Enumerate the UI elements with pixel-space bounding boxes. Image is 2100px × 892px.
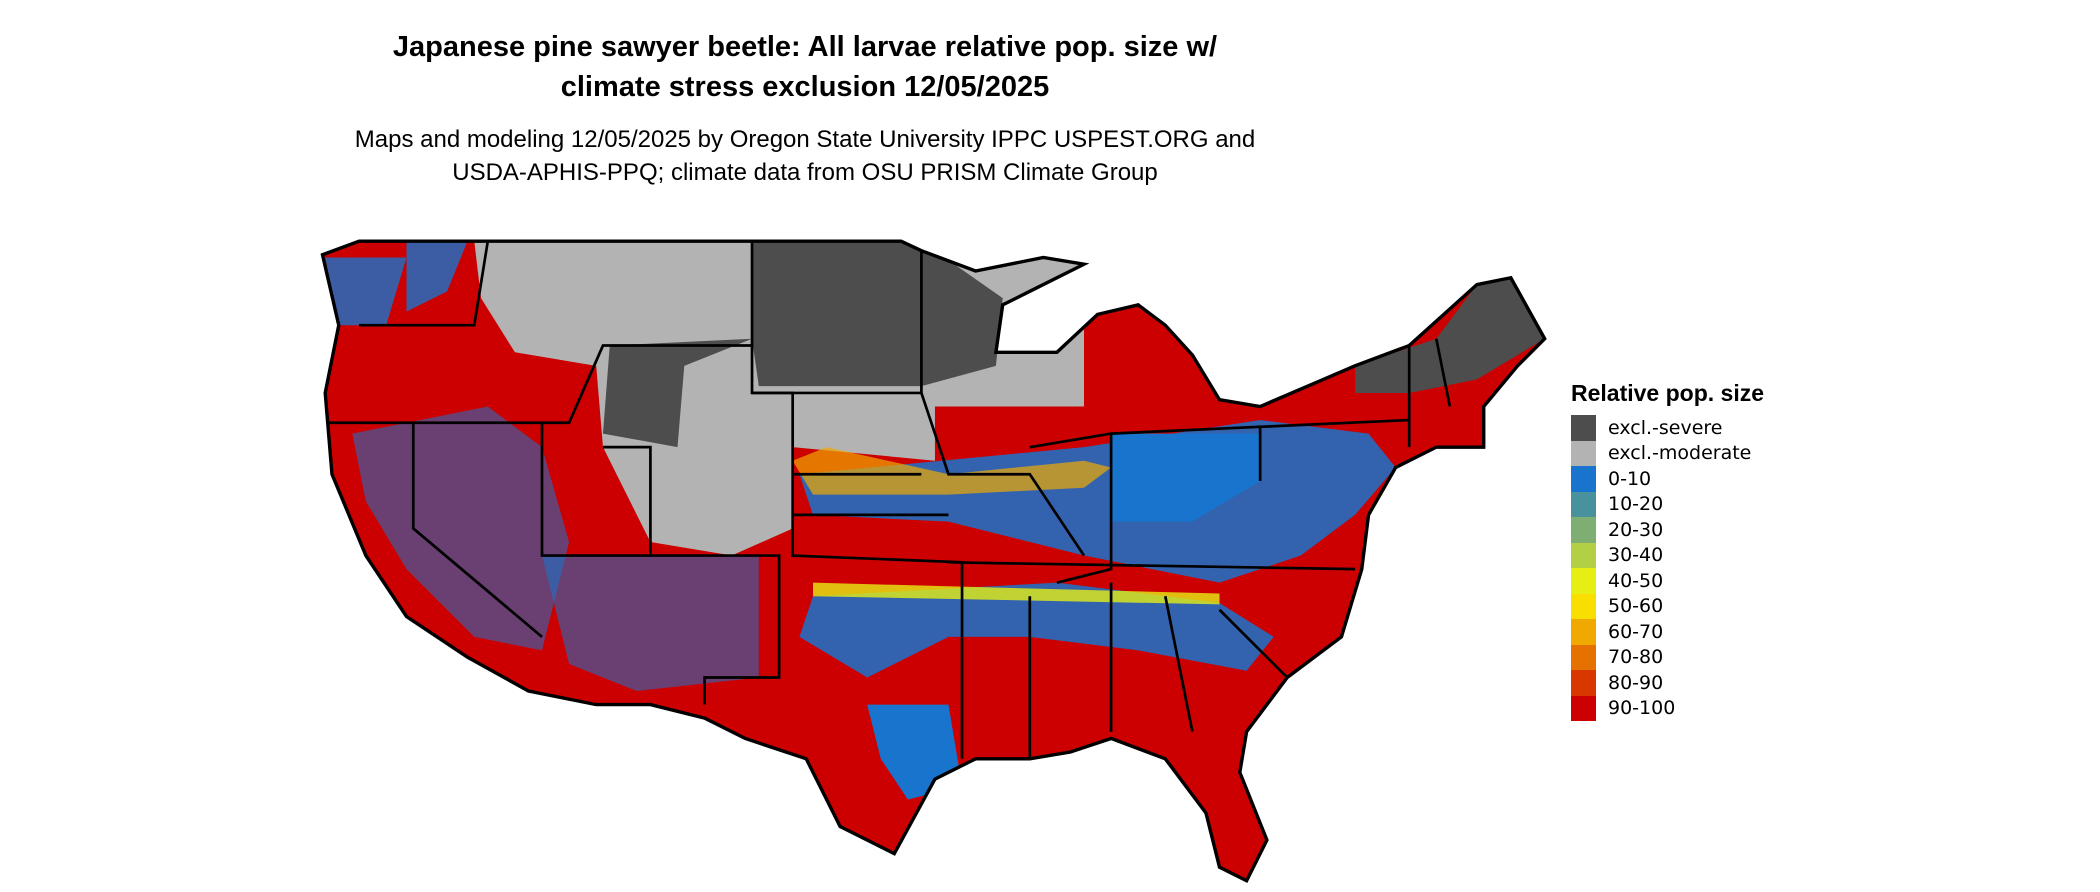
legend-label: excl.-moderate xyxy=(1608,442,1752,465)
legend: Relative pop. size excl.-severe excl.-mod… xyxy=(1571,380,1764,721)
state-borders xyxy=(325,241,1452,759)
excl-severe-zone xyxy=(602,241,1003,448)
map-title-line-2: climate stress exclusion 12/05/2025 xyxy=(560,71,1050,103)
legend-swatch xyxy=(1571,568,1596,594)
legend-swatch xyxy=(1571,491,1596,517)
legend-label: 70-80 xyxy=(1608,646,1664,669)
legend-item: excl.-severe xyxy=(1571,415,1764,441)
legend-swatch xyxy=(1571,593,1596,619)
legend-item: 20-30 xyxy=(1571,517,1764,543)
legend-title: Relative pop. size xyxy=(1571,380,1765,406)
legend-item: 40-50 xyxy=(1571,568,1764,594)
legend-item: 30-40 xyxy=(1571,542,1764,568)
range-0-10-south-band xyxy=(799,582,1274,678)
legend-item: 60-70 xyxy=(1571,619,1764,645)
legend-label: 90-100 xyxy=(1608,697,1676,720)
legend-item: 10-20 xyxy=(1571,491,1764,517)
range-0-10-west xyxy=(352,406,570,651)
legend-item: 80-90 xyxy=(1571,670,1764,696)
range-0-10-ohio-indiana xyxy=(1111,433,1261,522)
legend-swatch xyxy=(1571,440,1596,466)
legend-label: excl.-severe xyxy=(1608,416,1723,439)
legend-swatch xyxy=(1571,695,1596,721)
legend-label: 0-10 xyxy=(1608,467,1652,490)
legend-label: 10-20 xyxy=(1608,493,1664,516)
range-0-10-southwest xyxy=(542,555,759,692)
subtitle-line-2: USDA-APHIS-PPQ; climate data from OSU PR… xyxy=(452,159,1158,186)
range-60-70-edge xyxy=(792,447,1112,495)
legend-item: 50-60 xyxy=(1571,593,1764,619)
legend-swatch xyxy=(1571,619,1596,645)
legend-swatch xyxy=(1571,466,1596,492)
legend-item: 90-100 xyxy=(1571,695,1764,721)
legend-item: excl.-moderate xyxy=(1571,440,1764,466)
legend-item: 0-10 xyxy=(1571,466,1764,492)
legend-item: 70-80 xyxy=(1571,644,1764,670)
legend-label: 60-70 xyxy=(1608,620,1664,643)
legend-swatch xyxy=(1571,670,1596,696)
legend-label: 40-50 xyxy=(1608,569,1664,592)
subtitle-line-1: Maps and modeling 12/05/2025 by Oregon S… xyxy=(354,126,1256,153)
excl-severe-northeast xyxy=(1355,277,1545,393)
legend-swatch xyxy=(1571,415,1596,441)
legend-label: 30-40 xyxy=(1608,544,1664,567)
legend-swatch xyxy=(1571,542,1596,568)
legend-label: 20-30 xyxy=(1608,518,1664,541)
legend-label: 80-90 xyxy=(1608,671,1664,694)
range-40-50-edge xyxy=(813,582,1220,605)
legend-swatch xyxy=(1571,644,1596,670)
map-title-line-1: Japanese pine sawyer beetle: All larvae … xyxy=(392,31,1218,63)
range-0-10-northwest xyxy=(325,241,468,326)
legend-swatch xyxy=(1571,517,1596,543)
legend-label: 50-60 xyxy=(1608,595,1664,618)
